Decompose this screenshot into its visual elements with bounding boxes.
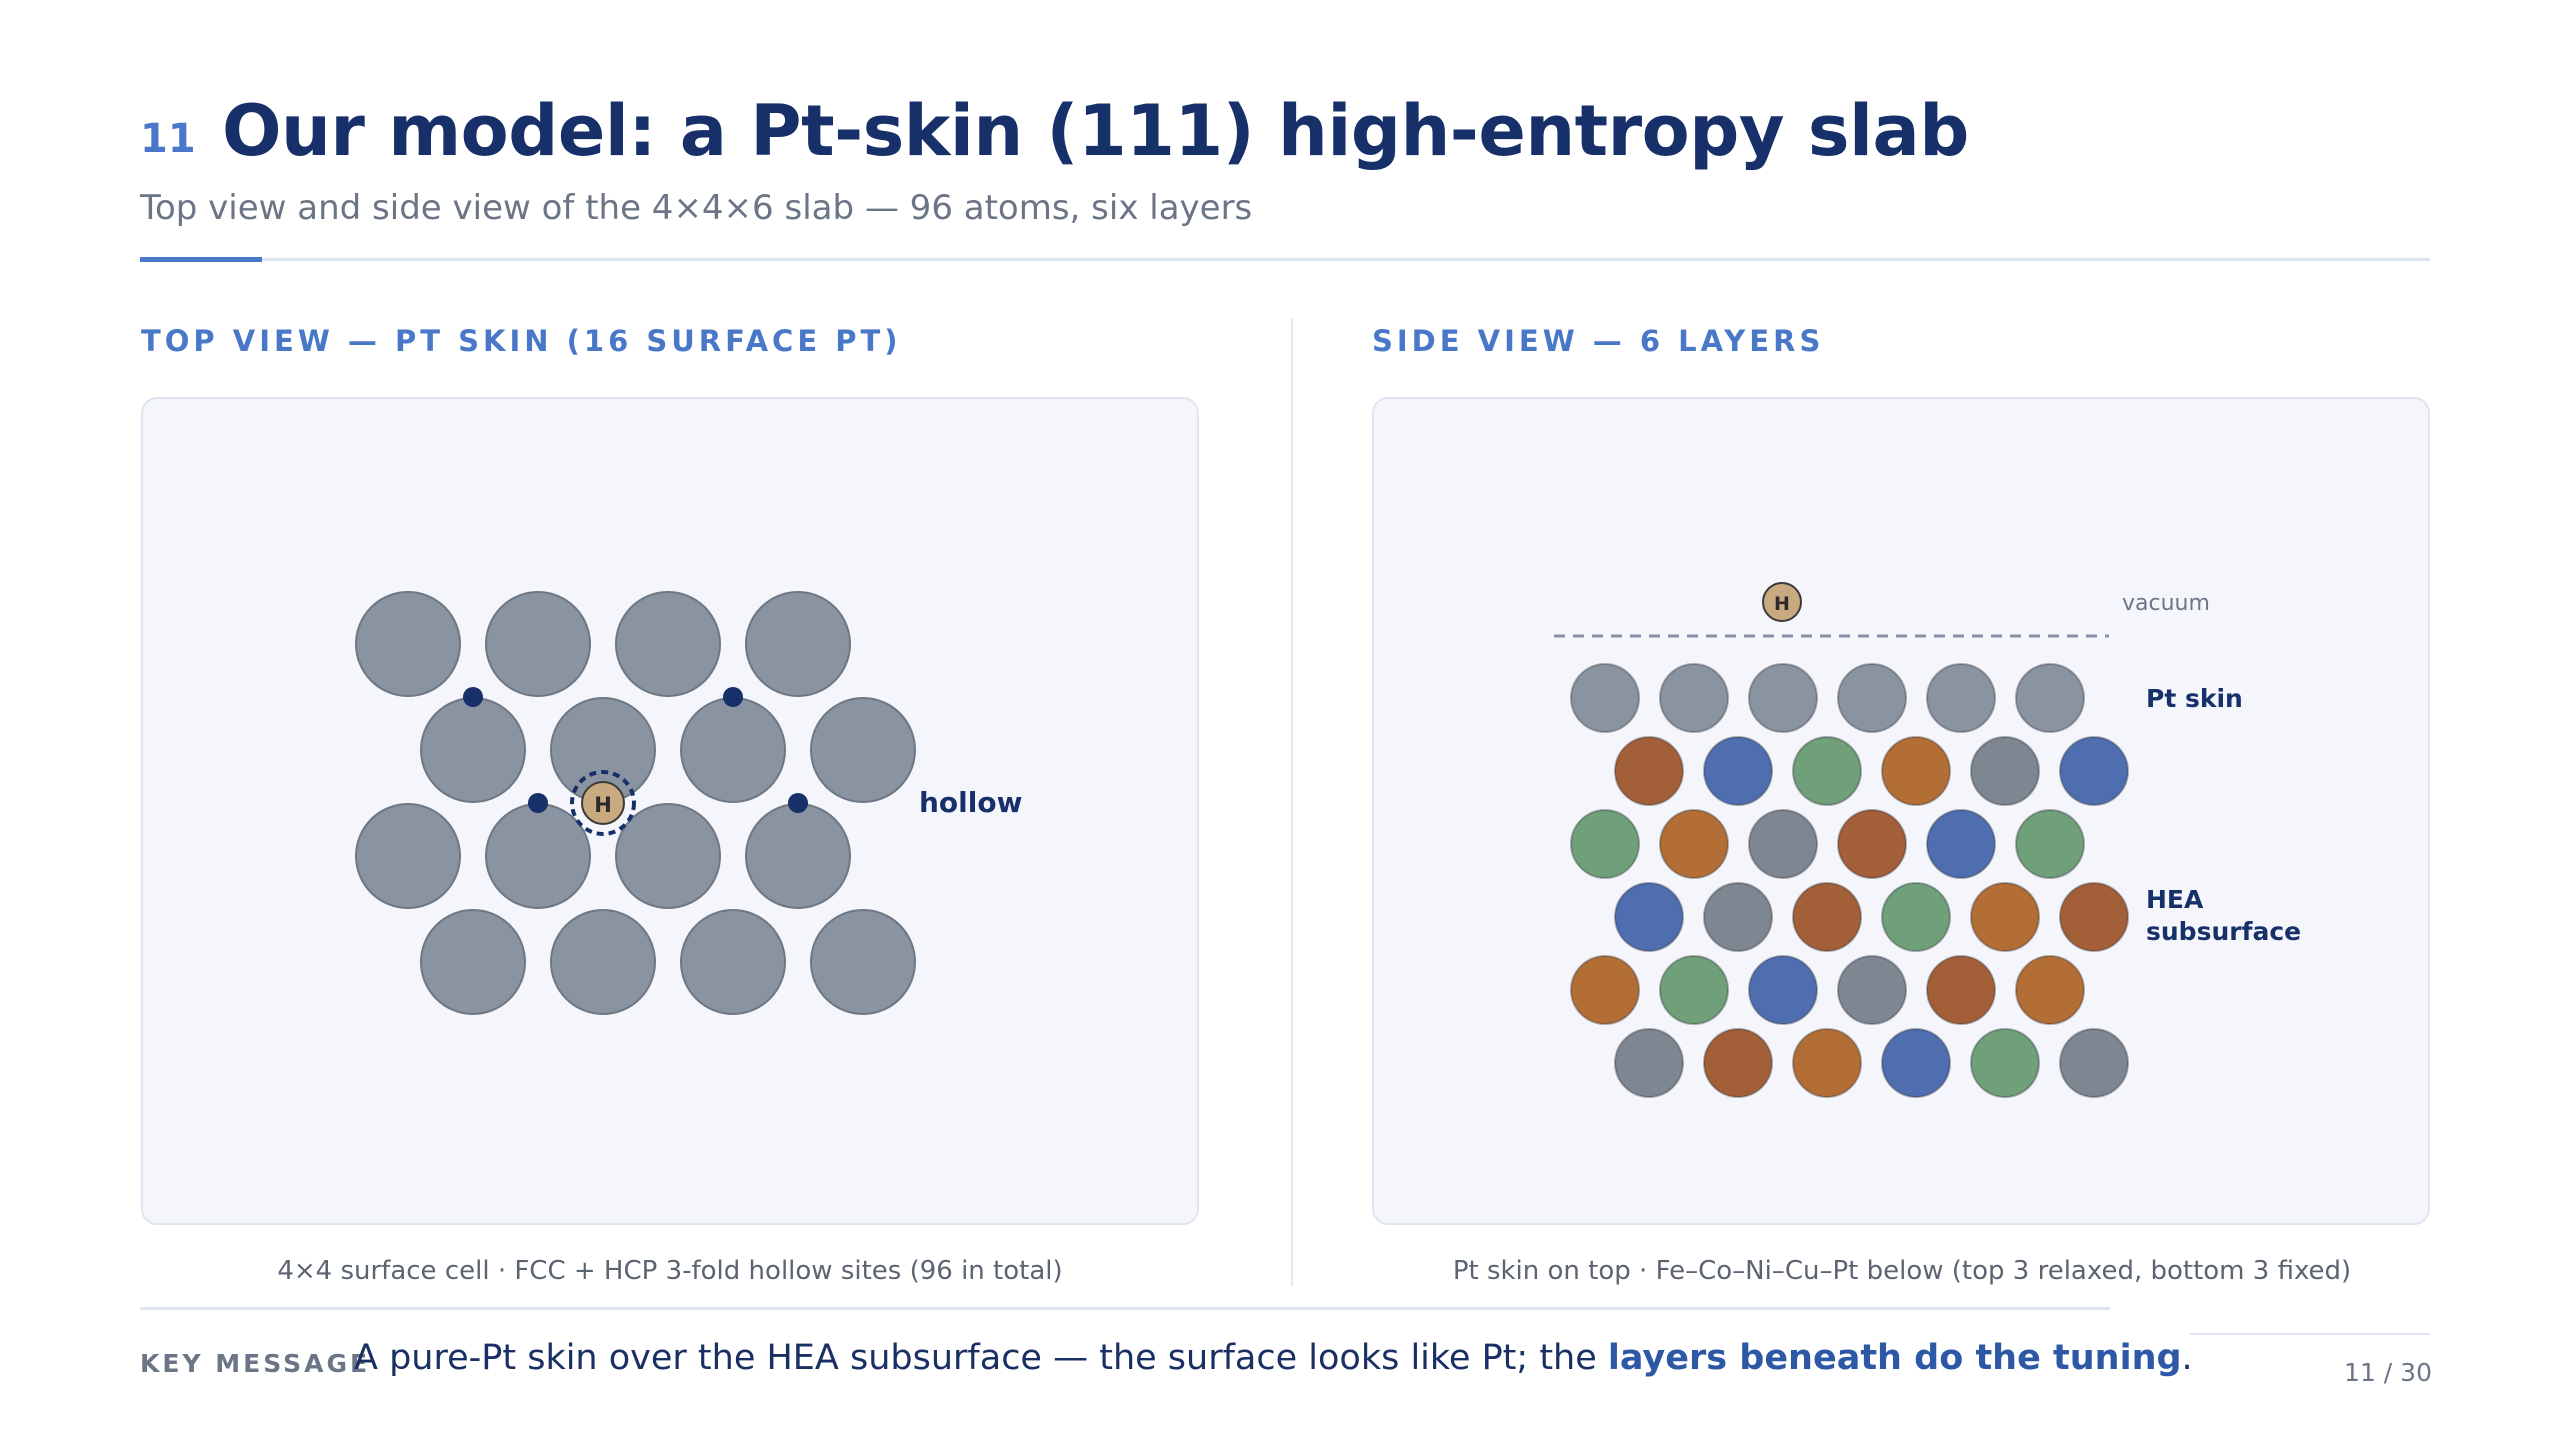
skin-atom-pt — [1926, 663, 1996, 733]
subsurface-atom-pt — [1837, 955, 1907, 1025]
pt-atom — [420, 697, 526, 803]
key-message-end: . — [2181, 1338, 2193, 1378]
pt-atom — [420, 909, 526, 1015]
subsurface-atom-cu — [2059, 882, 2129, 952]
subsurface-atom-ni — [1792, 736, 1862, 806]
hea-label: HEA — [2146, 885, 2204, 914]
subsurface-atom-ni — [1881, 882, 1951, 952]
subsurface-atom-co — [1703, 736, 1773, 806]
subsurface-atom-cu — [1703, 1028, 1773, 1098]
h-site-ring — [570, 770, 636, 836]
pt-atom — [485, 803, 591, 909]
page-counter: 11 / 30 — [2344, 1358, 2432, 1387]
pt-atom — [550, 909, 656, 1015]
pt-atom — [485, 591, 591, 697]
page-subtitle: Top view and side view of the 4×4×6 slab… — [140, 188, 1253, 228]
page-title: Our model: a Pt-skin (111) high-entropy … — [222, 90, 1969, 172]
subsurface-atom-co — [1614, 882, 1684, 952]
pt-atom — [680, 909, 786, 1015]
top-view-caption: 4×4 surface cell · FCC + HCP 3-fold holl… — [277, 1256, 1063, 1286]
pt-atom — [810, 697, 916, 803]
hydrogen-atom — [1762, 582, 1802, 622]
subsurface-atom-cu — [1792, 882, 1862, 952]
subsurface-atom-cu — [1926, 955, 1996, 1025]
side-view-diagram: vacuum H Pt skin HEA subsurface — [1554, 582, 2301, 1098]
skin-atom-pt — [1837, 663, 1907, 733]
hollow-site-dot — [528, 793, 548, 813]
pt-atom — [745, 803, 851, 909]
skin-atom-pt — [1659, 663, 1729, 733]
hydrogen-atom — [581, 781, 625, 825]
header-divider — [140, 258, 2430, 261]
pt-atom — [745, 591, 851, 697]
subsurface-atom-co — [2059, 736, 2129, 806]
subsurface-atom-ni — [1570, 809, 1640, 879]
subsurface-atom-fe — [2015, 955, 2085, 1025]
hollow-site-dot — [463, 687, 483, 707]
subsurface-atom-fe — [1881, 736, 1951, 806]
key-message-emphasis: layers beneath do the tuning — [1607, 1338, 2182, 1378]
key-message-label: KEY MESSAGE — [140, 1349, 371, 1378]
pt-atom — [615, 591, 721, 697]
hollow-label: hollow — [919, 786, 1022, 819]
pt-atom — [355, 591, 461, 697]
subsurface-atom-pt — [1970, 736, 2040, 806]
pt-atom — [680, 697, 786, 803]
pt-atom — [615, 803, 721, 909]
subsurface-atom-ni — [1659, 955, 1729, 1025]
key-message-plain: A pure-Pt skin over the HEA subsurface —… — [354, 1338, 1608, 1378]
skin-atom-pt — [2015, 663, 2085, 733]
subsurface-atom-co — [1748, 955, 1818, 1025]
subsurface-label: subsurface — [2146, 917, 2301, 946]
subsurface-atom-pt — [1748, 809, 1818, 879]
pt-atom — [355, 803, 461, 909]
slide-number: 11 — [140, 116, 196, 162]
pt-atom — [810, 909, 916, 1015]
key-message-divider — [140, 1307, 2110, 1310]
subsurface-atom-cu — [1837, 809, 1907, 879]
subsurface-atom-co — [1926, 809, 1996, 879]
vacuum-label: vacuum — [2122, 591, 2210, 616]
hollow-site-dot — [788, 793, 808, 813]
hollow-site-dot — [723, 687, 743, 707]
skin-atom-pt — [1570, 663, 1640, 733]
top-view-label: TOP VIEW — PT SKIN (16 SURFACE PT) — [141, 324, 902, 358]
hydrogen-label: H — [1774, 593, 1790, 615]
subsurface-atom-cu — [1614, 736, 1684, 806]
subsurface-atom-fe — [1970, 882, 2040, 952]
hydrogen-label: H — [594, 793, 612, 817]
header-accent-bar — [140, 257, 262, 262]
side-view-caption: Pt skin on top · Fe–Co–Ni–Cu–Pt below (t… — [1452, 1256, 2352, 1286]
subsurface-atom-pt — [2059, 1028, 2129, 1098]
subsurface-atom-fe — [1659, 809, 1729, 879]
subsurface-atom-fe — [1792, 1028, 1862, 1098]
side-view-label: SIDE VIEW — 6 LAYERS — [1372, 324, 1825, 358]
key-message-text: A pure-Pt skin over the HEA subsurface —… — [354, 1338, 2193, 1378]
subsurface-atom-pt — [1614, 1028, 1684, 1098]
column-divider — [1291, 318, 1293, 1286]
side-view-panel: vacuum H Pt skin HEA subsurface — [1372, 397, 2430, 1225]
subsurface-atom-fe — [1570, 955, 1640, 1025]
pt-skin-label: Pt skin — [2146, 684, 2243, 713]
pager-divider — [2190, 1333, 2430, 1335]
subsurface-atom-pt — [1703, 882, 1773, 952]
subsurface-atom-ni — [2015, 809, 2085, 879]
subsurface-atom-ni — [1970, 1028, 2040, 1098]
skin-atom-pt — [1748, 663, 1818, 733]
subsurface-atom-co — [1881, 1028, 1951, 1098]
